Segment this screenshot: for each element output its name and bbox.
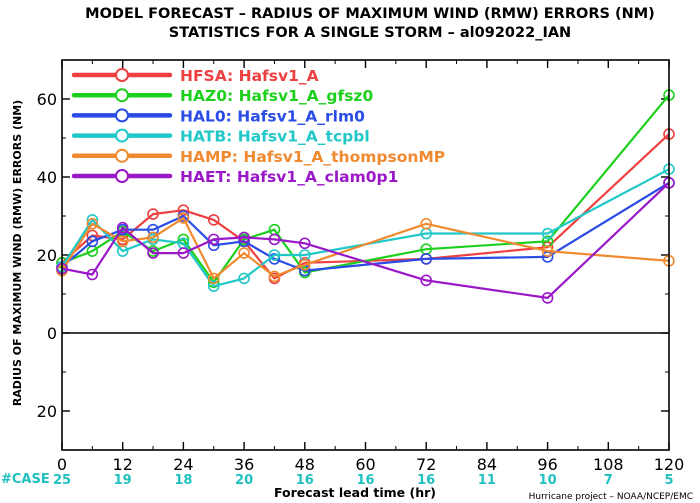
chart-title-line2: STATISTICS FOR A SINGLE STORM – al092022… [169, 25, 571, 41]
legend-label: HAET: Hafsv1_A_clam0p1 [180, 168, 398, 186]
credit-text: Hurricane project – NOAA/NCEP/EMC [529, 492, 693, 502]
data-point [298, 258, 311, 271]
data-point [420, 218, 433, 230]
legend-label: HATB: Hafsv1_A_tcpbl [180, 128, 370, 146]
x-tick-label: 96 [537, 455, 557, 474]
case-label: #CASE [1, 472, 50, 487]
case-count: 5 [664, 473, 673, 488]
legend-marker [115, 88, 129, 103]
data-point [86, 235, 99, 248]
data-point [238, 231, 250, 244]
legend-marker [115, 169, 129, 183]
data-point [238, 272, 250, 285]
data-point [177, 247, 190, 259]
data-point [147, 231, 159, 244]
y-tick-label: 40 [37, 168, 57, 187]
legend-label: HAMP: Hafsv1_A_thompsonMP [180, 148, 445, 166]
y-tick-label: 0 [47, 324, 57, 343]
x-tick-label: 108 [593, 455, 624, 474]
case-count: 16 [417, 473, 435, 488]
x-tick-label: 48 [295, 455, 315, 474]
case-count: 18 [174, 473, 192, 488]
x-tick-label: 72 [416, 455, 436, 474]
plot-frame [61, 59, 670, 451]
x-tick-label: 24 [173, 455, 193, 474]
data-point [207, 214, 220, 226]
data-point [86, 218, 99, 230]
data-point [541, 227, 554, 240]
x-tick-label: 84 [477, 455, 497, 474]
case-count: 25 [53, 473, 71, 488]
x-tick-label: 36 [234, 455, 254, 474]
x-axis-label: Forecast lead time (hr) [274, 485, 436, 500]
series-line [61, 168, 670, 288]
data-point [298, 237, 311, 250]
case-count: 20 [235, 473, 253, 488]
data-point [541, 245, 554, 257]
x-tick-label: 120 [654, 455, 685, 474]
legend-marker [115, 108, 129, 123]
data-point [268, 249, 281, 261]
legend-marker [115, 128, 129, 143]
data-point [86, 268, 99, 281]
y-tick-label: 20 [37, 246, 57, 265]
data-point [147, 208, 159, 220]
data-point [177, 212, 190, 224]
data-point [116, 221, 129, 234]
data-point [147, 247, 159, 259]
series-line [61, 182, 670, 299]
legend-marker [115, 148, 129, 163]
data-point [207, 233, 220, 246]
x-tick-label: 12 [113, 455, 133, 474]
data-point [238, 247, 250, 259]
data-point [268, 270, 281, 283]
legend-label: HAL0: Hafsv1_A_rlm0 [180, 107, 365, 125]
y-axis-label: RADIUS OF MAXIMUM WIND (RMW) ERRORS (NM) [11, 100, 24, 406]
case-count: 11 [478, 473, 496, 488]
case-count: 16 [296, 473, 314, 488]
case-count: 19 [114, 473, 132, 488]
data-point [420, 253, 433, 265]
data-point [207, 280, 220, 293]
case-count: 10 [539, 473, 557, 488]
data-point [268, 233, 281, 246]
x-tick-label: 0 [57, 455, 67, 474]
legend-label: HAZ0: Hafsv1_A_gfsz0 [180, 87, 373, 105]
case-count: 16 [356, 473, 374, 488]
data-point [116, 235, 129, 248]
data-point [420, 274, 433, 287]
x-tick-label: 60 [355, 455, 375, 474]
legend-label: HFSA: Hafsv1_A [180, 67, 319, 85]
series-6 [56, 177, 675, 304]
chart-title-line1: MODEL FORECAST – RADIUS OF MAXIMUM WIND … [85, 6, 655, 22]
case-count: 7 [604, 473, 613, 488]
legend: HFSA: Hafsv1_A HAZ0: Hafsv1_A_gfsz0 HAL0: … [71, 67, 445, 186]
data-point [207, 272, 220, 285]
data-point [541, 292, 554, 304]
y-tick-label: 60 [37, 90, 57, 109]
case-counts-row: 25 19 18 20 16 16 16 11 10 7 5 [53, 473, 674, 488]
y-tick-label: 20 [37, 402, 57, 421]
legend-marker [115, 68, 129, 82]
series-line [61, 216, 670, 280]
